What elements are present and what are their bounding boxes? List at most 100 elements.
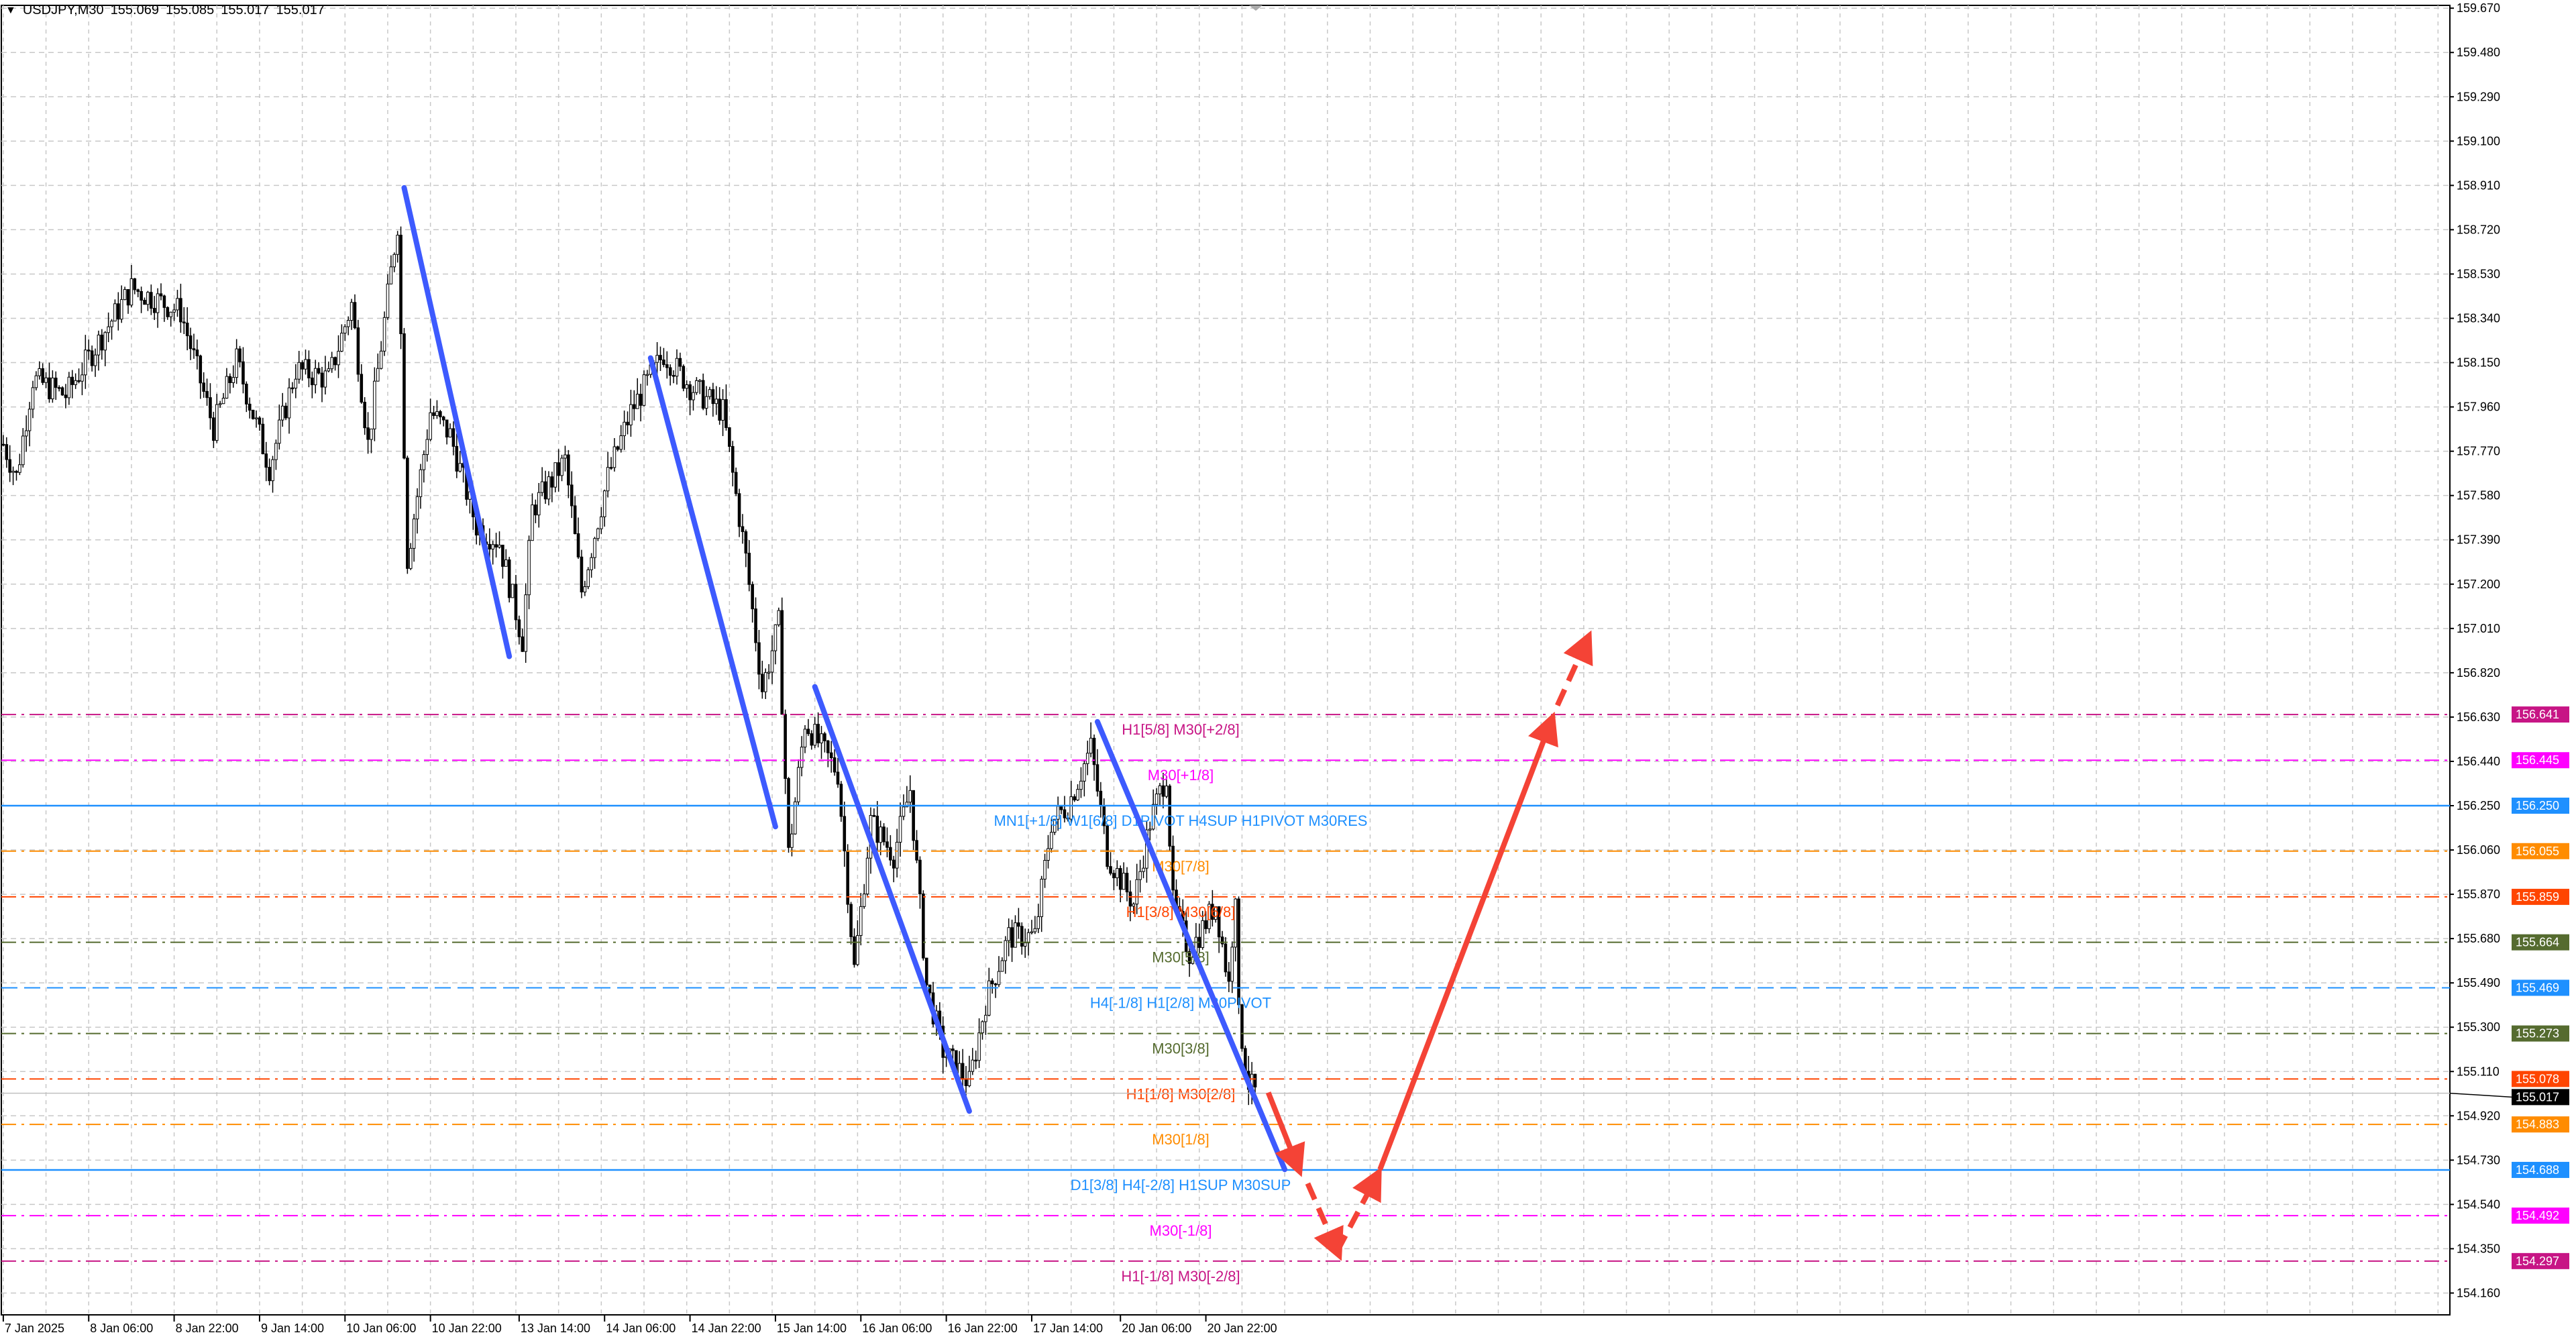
candle-body — [1132, 904, 1136, 907]
y-tick-label: 154.160 — [2457, 1286, 2500, 1299]
candle-body — [34, 375, 38, 388]
candle-body — [1017, 922, 1020, 927]
candle-body — [800, 747, 804, 768]
candle-body — [1211, 904, 1214, 920]
candle-body — [284, 405, 288, 419]
candle-body — [1095, 764, 1099, 792]
candle-body — [737, 493, 741, 527]
candle-body — [784, 714, 787, 780]
price-tag-label: 155.859 — [2516, 890, 2559, 904]
candle-body — [1050, 832, 1053, 849]
candle-body — [816, 724, 820, 743]
y-tick-label: 155.300 — [2457, 1020, 2500, 1034]
candle-body — [642, 374, 646, 406]
candle-body — [987, 980, 991, 1016]
candle-body — [107, 326, 110, 333]
candle-body — [602, 490, 606, 517]
candle-body — [829, 752, 833, 759]
candle-body — [1214, 906, 1218, 920]
y-tick-label: 157.390 — [2457, 533, 2500, 547]
candle-body — [872, 814, 876, 817]
candle-body — [435, 411, 439, 416]
candle-body — [564, 454, 567, 459]
candle-body — [498, 545, 501, 548]
candle-body — [268, 467, 271, 482]
candle-body — [41, 368, 44, 383]
candle-body — [543, 481, 547, 500]
candle-body — [126, 289, 130, 306]
candle-body — [560, 458, 564, 476]
candle-body — [304, 359, 307, 370]
candle-body — [994, 983, 998, 985]
candle-body — [159, 293, 163, 297]
candle-body — [84, 350, 87, 376]
price-tag — [2512, 843, 2569, 859]
triangle-down-icon[interactable]: ▼ — [5, 4, 16, 16]
candle-body — [731, 445, 735, 473]
candle-body — [103, 332, 107, 351]
candle-body — [1168, 786, 1171, 847]
x-tick-label: 14 Jan 22:00 — [692, 1322, 761, 1335]
candle-body — [162, 295, 166, 308]
candle-body — [971, 1059, 975, 1072]
candle-body — [297, 362, 301, 380]
x-tick-label: 15 Jan 14:00 — [777, 1322, 847, 1335]
candle-body — [997, 971, 1001, 985]
candle-body — [912, 790, 915, 841]
candle-body — [337, 351, 340, 366]
candle-body — [1201, 920, 1204, 948]
x-tick-label: 20 Jan 06:00 — [1122, 1322, 1191, 1335]
candle-body — [389, 266, 393, 284]
price-tag-label: 154.883 — [2516, 1118, 2559, 1131]
candle-body — [754, 608, 757, 643]
candle-body — [258, 417, 262, 425]
price-tag-label: 155.469 — [2516, 981, 2559, 994]
candle-body — [18, 464, 21, 473]
y-tick-label: 158.530 — [2457, 267, 2500, 280]
forecast-arrow — [1265, 1091, 1305, 1177]
candle-body — [1118, 868, 1122, 890]
candle-body — [1112, 873, 1116, 879]
candle-body — [1046, 848, 1050, 861]
candle-body — [254, 417, 258, 419]
candle-body — [363, 401, 366, 429]
candle-body — [1204, 920, 1208, 929]
candle-body — [1161, 785, 1165, 797]
candle-body — [271, 459, 274, 482]
candle-body — [1224, 943, 1228, 973]
candle-body — [734, 472, 738, 494]
y-tick-label: 154.350 — [2457, 1242, 2500, 1255]
candle-body — [531, 504, 534, 541]
plot-area — [1, 5, 2451, 1316]
candle-body — [773, 624, 777, 651]
x-tick-label: 16 Jan 06:00 — [862, 1322, 932, 1335]
x-tick-label: 14 Jan 06:00 — [606, 1322, 676, 1335]
candle-body — [5, 444, 9, 460]
candle-body — [1023, 943, 1027, 947]
candle-body — [685, 384, 688, 389]
candle-body — [882, 826, 885, 843]
candle-body — [192, 348, 196, 351]
candle-body — [176, 298, 179, 311]
y-tick-label: 154.920 — [2457, 1109, 2500, 1122]
candle-body — [143, 300, 146, 305]
price-tag — [2512, 1208, 2569, 1224]
candle-body — [488, 543, 492, 549]
candle-body — [1, 443, 5, 446]
candle-body — [612, 446, 616, 468]
candle-body — [751, 584, 754, 610]
candle-body — [777, 610, 781, 625]
open-value: 155.069 — [110, 3, 159, 17]
candle-body — [524, 594, 527, 652]
candle-body — [346, 320, 350, 327]
candle-body — [1220, 936, 1224, 945]
candle-body — [123, 289, 127, 301]
candle-body — [117, 303, 120, 320]
candle-body — [678, 358, 682, 367]
candle-body — [875, 815, 879, 843]
price-tag — [2512, 1161, 2569, 1178]
candle-body — [1171, 845, 1175, 891]
candle-body — [977, 1032, 981, 1061]
y-tick-label: 155.490 — [2457, 976, 2500, 989]
